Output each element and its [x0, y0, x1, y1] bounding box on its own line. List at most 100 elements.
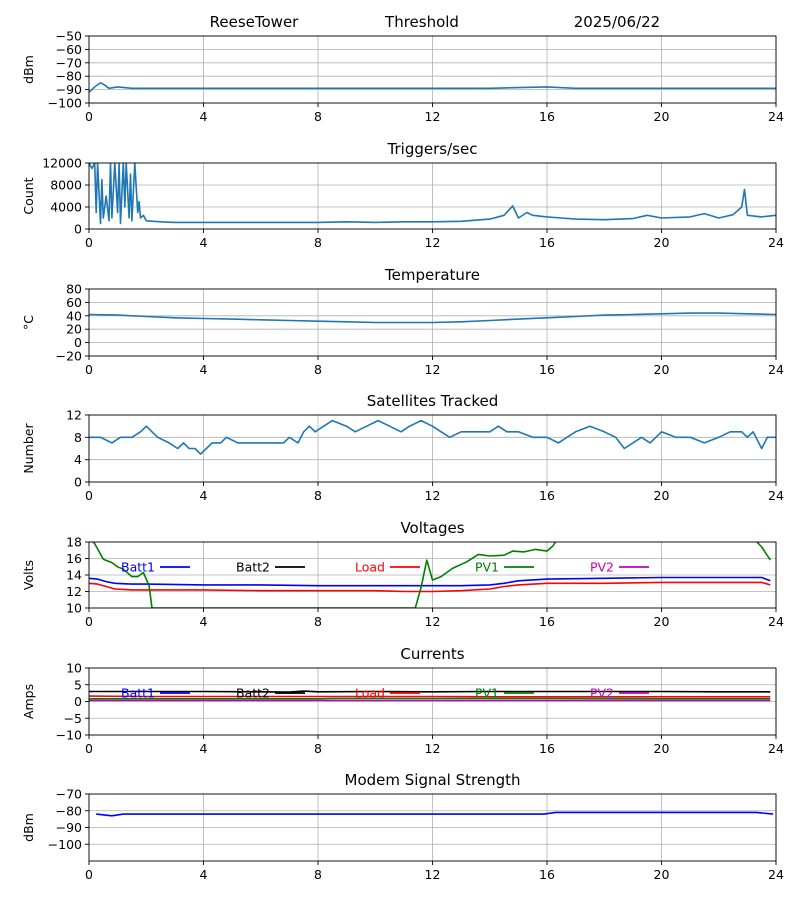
x-tick-label: 0: [85, 614, 93, 629]
x-tick-label: 0: [85, 362, 93, 377]
y-tick-label: 12000: [42, 156, 82, 171]
chart-title: Triggers/sec: [387, 140, 478, 158]
x-tick-label: 8: [314, 741, 322, 756]
y-tick-label: 4000: [50, 200, 82, 215]
x-tick-label: 8: [314, 867, 322, 882]
legend-label: PV2: [590, 686, 614, 701]
header-station: ReeseTower: [210, 13, 300, 31]
y-tick-label: 8000: [50, 178, 82, 193]
y-tick-label: 0: [74, 222, 82, 237]
x-tick-label: 24: [768, 235, 784, 250]
y-tick-label: −70: [56, 787, 82, 802]
x-tick-label: 0: [85, 741, 93, 756]
x-tick-label: 12: [425, 109, 441, 124]
x-tick-label: 20: [654, 488, 670, 503]
x-tick-label: 16: [539, 109, 555, 124]
y-tick-label: 18: [66, 535, 82, 550]
legend-label: Load: [355, 686, 385, 701]
chart-title: Temperature: [384, 266, 480, 284]
y-tick-label: −100: [48, 96, 82, 111]
x-tick-label: 16: [539, 235, 555, 250]
chart-title: Voltages: [400, 519, 464, 537]
y-tick-label: −70: [56, 55, 82, 70]
x-tick-label: 4: [200, 362, 208, 377]
y-tick-label: −90: [56, 82, 82, 97]
x-tick-label: 4: [200, 109, 208, 124]
y-tick-label: −60: [56, 42, 82, 57]
x-tick-label: 4: [200, 741, 208, 756]
y-tick-label: 12: [66, 584, 82, 599]
y-tick-label: 10: [66, 661, 82, 676]
y-axis-label: °C: [21, 315, 36, 330]
x-tick-label: 24: [768, 488, 784, 503]
y-tick-label: 40: [66, 308, 82, 323]
y-tick-label: 0: [74, 335, 82, 350]
legend-label: Batt1: [121, 560, 155, 575]
x-tick-label: 8: [314, 614, 322, 629]
y-tick-label: 20: [66, 322, 82, 337]
x-tick-label: 16: [539, 867, 555, 882]
x-tick-label: 8: [314, 235, 322, 250]
x-tick-label: 16: [539, 614, 555, 629]
x-tick-label: 4: [200, 614, 208, 629]
x-tick-label: 24: [768, 614, 784, 629]
y-axis-label: Number: [21, 423, 36, 474]
chart-title: Satellites Tracked: [367, 392, 498, 410]
y-tick-label: 4: [74, 452, 82, 467]
x-tick-label: 4: [200, 235, 208, 250]
x-tick-label: 0: [85, 109, 93, 124]
y-tick-label: −10: [56, 728, 82, 743]
series-line-voltages-2: [89, 582, 770, 591]
series-line-voltages-3: [89, 538, 770, 608]
y-tick-label: −80: [56, 69, 82, 84]
x-tick-label: 8: [314, 362, 322, 377]
x-tick-label: 16: [539, 362, 555, 377]
legend-label: PV2: [590, 560, 614, 575]
header-date: 2025/06/22: [574, 13, 660, 31]
header-subtitle: Threshold: [384, 13, 459, 31]
x-tick-label: 12: [425, 362, 441, 377]
x-tick-label: 8: [314, 109, 322, 124]
y-tick-label: 0: [74, 475, 82, 490]
legend-label: Batt2: [236, 686, 270, 701]
y-tick-label: 16: [66, 551, 82, 566]
x-tick-label: 12: [425, 867, 441, 882]
y-tick-label: 80: [66, 282, 82, 297]
x-tick-label: 16: [539, 741, 555, 756]
x-tick-label: 20: [654, 109, 670, 124]
y-tick-label: 60: [66, 295, 82, 310]
legend-label: Batt2: [236, 560, 270, 575]
legend-label: PV1: [475, 686, 499, 701]
y-axis-label: Count: [21, 177, 36, 214]
y-tick-label: −100: [48, 837, 82, 852]
chart-title: Currents: [400, 645, 464, 663]
x-tick-label: 20: [654, 867, 670, 882]
series-line-voltages-0: [89, 578, 770, 586]
x-tick-label: 8: [314, 488, 322, 503]
y-tick-label: 0: [74, 694, 82, 709]
x-tick-label: 24: [768, 109, 784, 124]
y-tick-label: −50: [56, 29, 82, 44]
y-tick-label: −5: [64, 711, 82, 726]
series-line-currents-2: [89, 696, 770, 697]
x-tick-label: 24: [768, 362, 784, 377]
y-axis-label: Volts: [21, 560, 36, 590]
x-tick-label: 12: [425, 614, 441, 629]
x-tick-label: 12: [425, 488, 441, 503]
x-tick-label: 12: [425, 235, 441, 250]
chart-title: Modem Signal Strength: [345, 771, 521, 789]
x-tick-label: 0: [85, 488, 93, 503]
series-line-modem-0: [96, 812, 773, 815]
y-axis-label: dBm: [21, 813, 36, 842]
y-tick-label: −80: [56, 803, 82, 818]
legend-label: Batt1: [121, 686, 155, 701]
legend-label: Load: [355, 560, 385, 575]
